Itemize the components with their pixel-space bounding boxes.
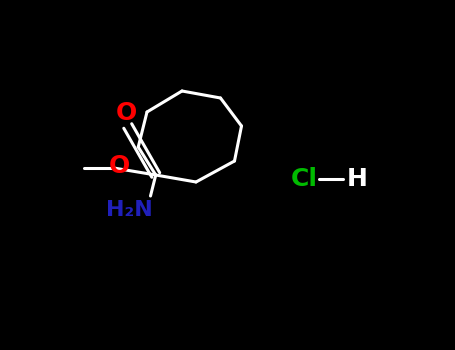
Text: O: O [116, 101, 136, 125]
Text: H₂N: H₂N [106, 200, 153, 220]
Text: H: H [347, 167, 368, 190]
Text: O: O [108, 154, 130, 178]
Text: Cl: Cl [291, 167, 318, 190]
